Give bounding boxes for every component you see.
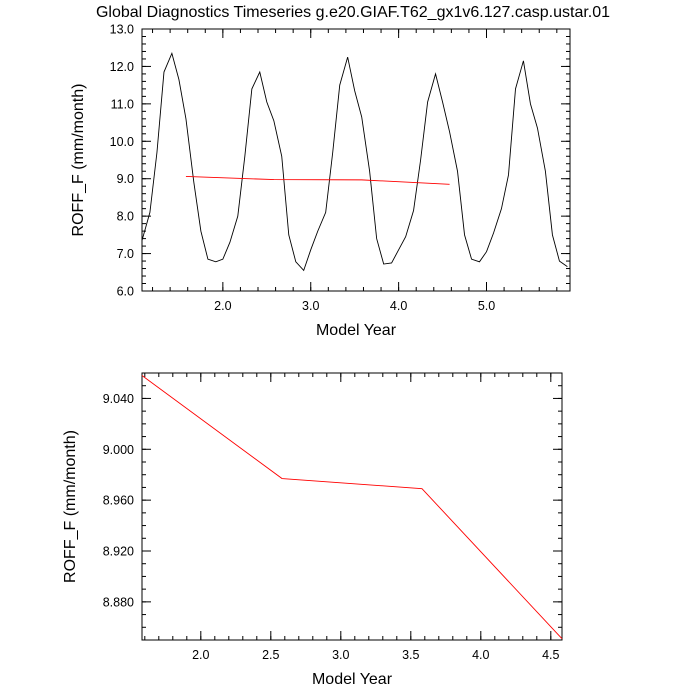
- y-tick-label: 13.0: [110, 23, 134, 37]
- y-tick-label: 10.0: [110, 135, 134, 149]
- bottom-plot: 2.0 2.5 3.0 3.5 4.0 4.5 8.880 8.920 8.960 9.000 9.…: [62, 372, 563, 688]
- series-line-1: [185, 176, 450, 185]
- y-tick-label: 8.920: [103, 545, 134, 559]
- y-tick-label: 9.0: [117, 172, 134, 186]
- x-axis-label: Model Year: [312, 671, 393, 688]
- y-tick-label: 9.000: [103, 443, 134, 457]
- top-plot: 2.0 3.0 4.0 5.0 6.0 7.0 8.0 9.0 10.0 11.0 12.0 13.0…: [70, 23, 571, 339]
- y-tick-label: 7.0: [117, 247, 134, 261]
- x-tick-label: 3.0: [332, 648, 349, 662]
- x-tick-label: 2.0: [214, 299, 231, 313]
- x-tick-label: 2.0: [192, 648, 209, 662]
- x-tick-label: 4.0: [390, 299, 407, 313]
- y-tick-label: 8.0: [117, 210, 134, 224]
- x-tick-label: 4.5: [542, 648, 559, 662]
- x-tick-label: 2.5: [262, 648, 279, 662]
- y-tick-label: 12.0: [110, 60, 134, 74]
- series-line-0: [141, 51, 568, 272]
- y-tick-label: 6.0: [117, 285, 134, 299]
- x-tick-label: 4.0: [472, 648, 489, 662]
- plot-frame: [141, 28, 571, 292]
- y-tick-label: 11.0: [111, 97, 134, 111]
- x-tick-label: 3.5: [402, 648, 419, 662]
- y-axis-label: ROFF_F (mm/month): [70, 84, 87, 237]
- x-tick-label: 5.0: [478, 299, 495, 313]
- y-axis-label: ROFF_F (mm/month): [62, 430, 79, 583]
- series-line-0: [141, 375, 563, 640]
- plot-frame: [141, 372, 563, 641]
- x-axis-label: Model Year: [316, 322, 397, 339]
- y-tick-label: 8.880: [103, 595, 134, 609]
- y-tick-label: 8.960: [103, 494, 134, 508]
- chart-title: Global Diagnostics Timeseries g.e20.GIAF…: [96, 4, 610, 21]
- x-tick-label: 3.0: [302, 299, 319, 313]
- y-tick-label: 9.040: [103, 392, 134, 406]
